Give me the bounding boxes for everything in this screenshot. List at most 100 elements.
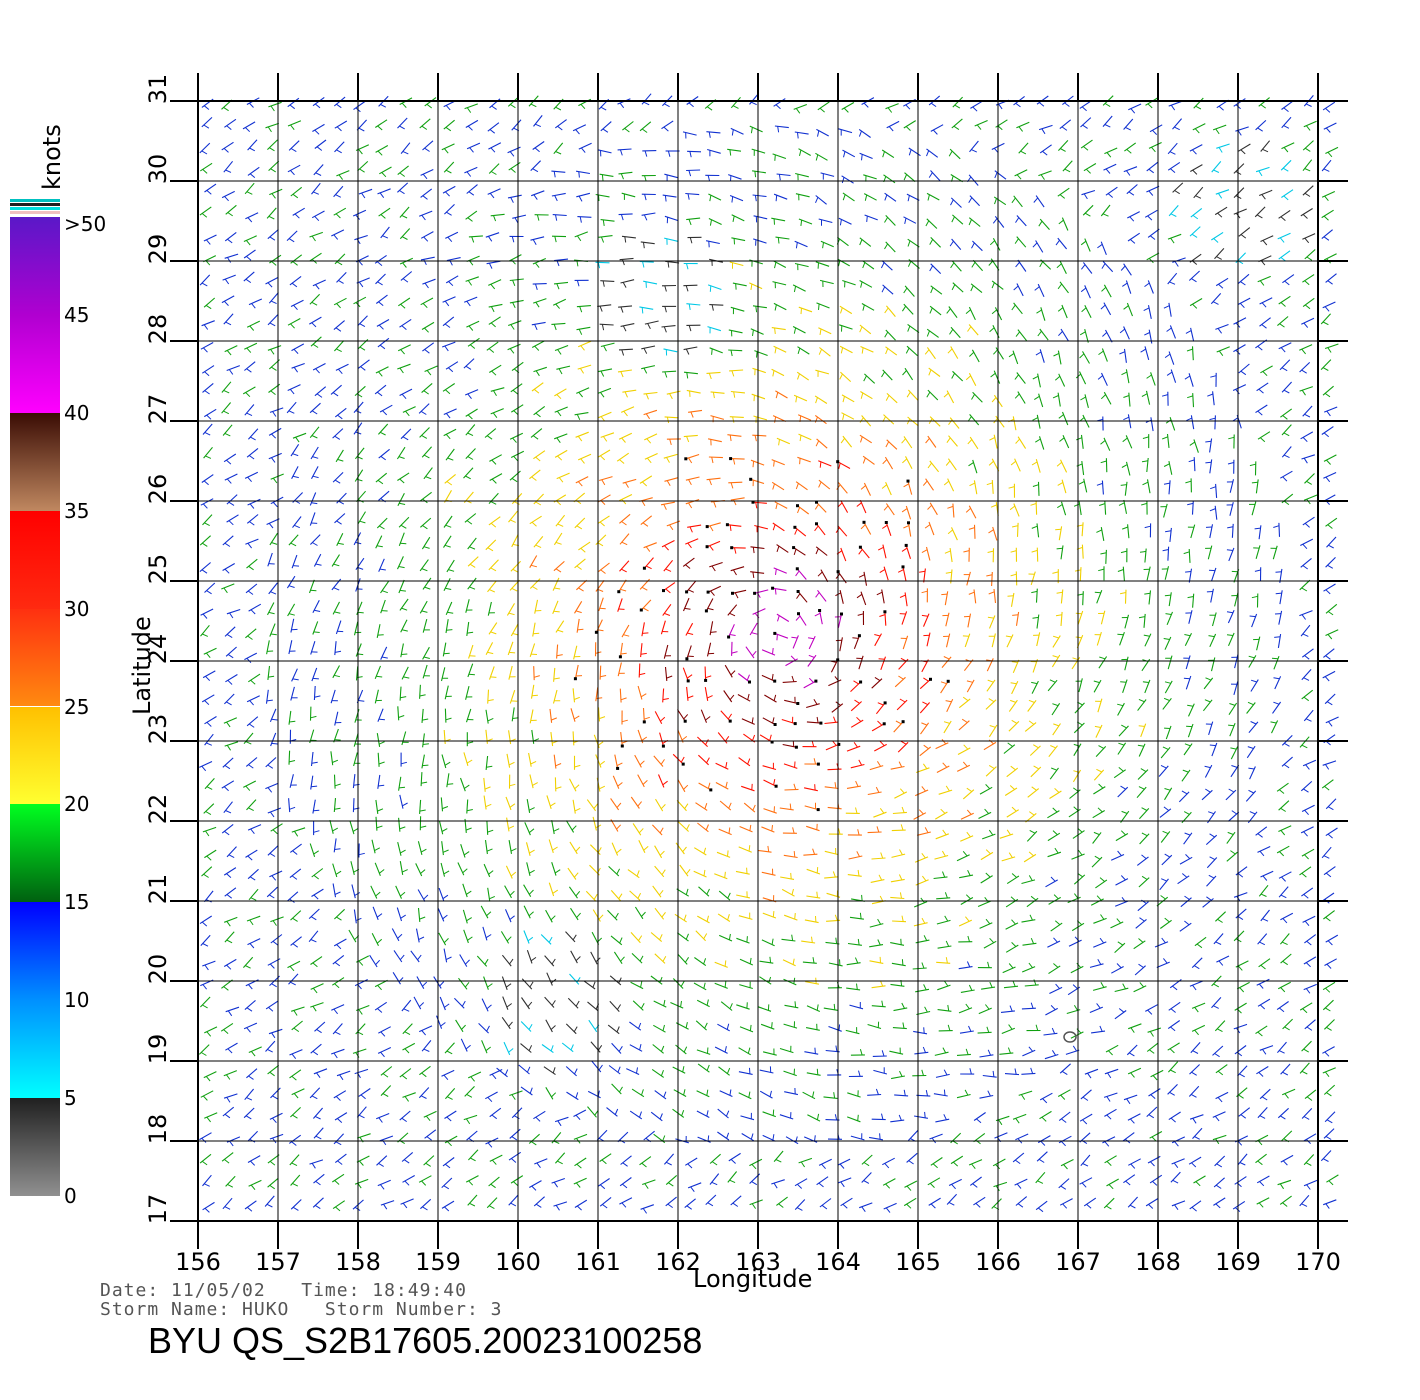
wind-barb-flag bbox=[202, 1004, 208, 1009]
wind-barb-flag bbox=[267, 1048, 273, 1053]
wind-barb-flag bbox=[1218, 960, 1224, 966]
wind-barb-flag bbox=[444, 323, 451, 328]
wind-barb-flag bbox=[618, 1046, 623, 1052]
wind-barb-flag bbox=[510, 519, 516, 523]
wind-barb-flag bbox=[818, 481, 822, 488]
wind-barb-flag bbox=[881, 1000, 884, 1007]
rain-flag-marker bbox=[728, 719, 732, 723]
wind-barb bbox=[375, 535, 383, 549]
wind-barb bbox=[291, 1020, 303, 1031]
rain-flag-marker bbox=[729, 457, 733, 461]
wind-barb-flag bbox=[1138, 616, 1146, 619]
wind-barb-flag bbox=[226, 939, 233, 944]
wind-barb bbox=[938, 789, 953, 795]
wind-barb bbox=[1300, 538, 1314, 546]
wind-barb-flag bbox=[750, 283, 753, 290]
wind-barb-flag bbox=[533, 388, 540, 394]
wind-barb-flag bbox=[1015, 1118, 1020, 1124]
wind-barb bbox=[774, 501, 788, 509]
wind-barb bbox=[952, 370, 964, 382]
wind-barb-flag bbox=[204, 431, 211, 436]
wind-barb bbox=[794, 131, 809, 135]
wind-barb bbox=[776, 544, 789, 553]
wind-barb bbox=[576, 579, 588, 591]
wind-barb-flag bbox=[554, 236, 557, 243]
wind-barb bbox=[438, 820, 444, 835]
wind-barb-flag bbox=[922, 480, 928, 486]
wind-barb bbox=[1248, 721, 1259, 734]
wind-barb bbox=[554, 433, 568, 440]
wind-barb bbox=[1281, 100, 1294, 110]
wind-barb-flag bbox=[1006, 829, 1011, 836]
wind-barb-flag bbox=[225, 1074, 231, 1080]
wind-barb-flag bbox=[292, 943, 298, 948]
wind-barb bbox=[618, 305, 633, 308]
wind-barb bbox=[487, 122, 500, 132]
wind-barb-flag bbox=[376, 675, 383, 678]
wind-barb bbox=[874, 633, 882, 647]
wind-barb-flag bbox=[1304, 809, 1309, 816]
wind-barb-flag bbox=[294, 524, 300, 529]
wind-barb-flag bbox=[1007, 595, 1014, 597]
wind-barb bbox=[818, 479, 831, 490]
wind-barb-flag bbox=[1107, 1072, 1112, 1079]
wind-barb bbox=[352, 774, 356, 789]
wind-barb bbox=[553, 667, 556, 682]
wind-barb bbox=[1105, 1044, 1119, 1053]
wind-barb-flag bbox=[1056, 591, 1063, 594]
wind-barb-flag bbox=[203, 873, 209, 878]
wind-barb-flag bbox=[966, 831, 971, 838]
wind-barb bbox=[245, 538, 259, 545]
wind-barb-flag bbox=[792, 827, 795, 834]
wind-barb-flag bbox=[1029, 811, 1035, 816]
wind-barb bbox=[488, 279, 502, 286]
wind-barb-flag bbox=[1306, 125, 1311, 131]
wind-barb bbox=[705, 598, 714, 612]
wind-barb-flag bbox=[487, 717, 494, 722]
wind-barb bbox=[336, 170, 350, 177]
wind-barb bbox=[1233, 930, 1245, 942]
wind-barb bbox=[221, 402, 232, 414]
wind-barb bbox=[994, 170, 1007, 180]
wind-barb-flag bbox=[579, 306, 583, 313]
wind-barb-flag bbox=[271, 718, 278, 721]
wind-barb bbox=[1260, 365, 1273, 374]
wind-barb bbox=[842, 192, 855, 202]
wind-barb bbox=[1164, 680, 1173, 694]
wind-barb-flag bbox=[639, 1043, 642, 1051]
wind-barb-flag bbox=[1262, 371, 1268, 377]
wind-barb bbox=[1212, 1111, 1226, 1118]
wind-barb bbox=[781, 888, 795, 897]
wind-barb-flag bbox=[532, 168, 539, 173]
wind-barb-flag bbox=[1118, 742, 1125, 746]
wind-barb bbox=[867, 791, 882, 796]
wind-barb-flag bbox=[311, 410, 318, 415]
wind-barb-flag bbox=[1015, 261, 1020, 268]
wind-barb bbox=[202, 826, 217, 833]
wind-barb bbox=[1170, 369, 1177, 383]
wind-barb bbox=[444, 473, 456, 484]
wind-barb bbox=[204, 716, 217, 725]
wind-barb bbox=[572, 688, 576, 703]
wind-barb bbox=[1015, 611, 1020, 626]
wind-barb-flag bbox=[616, 848, 622, 854]
wind-barb bbox=[1058, 526, 1063, 541]
wind-barb bbox=[1045, 879, 1058, 888]
wind-barb bbox=[831, 703, 844, 713]
wind-barb bbox=[785, 658, 798, 667]
wind-barb-flag bbox=[660, 1045, 665, 1052]
wind-barb bbox=[524, 822, 531, 836]
wind-barb bbox=[869, 765, 884, 771]
wind-barb-flag bbox=[985, 849, 991, 855]
wind-barb bbox=[1168, 100, 1182, 107]
wind-barb bbox=[1281, 189, 1294, 198]
wind-barb-flag bbox=[971, 262, 976, 268]
wind-barb-flag bbox=[878, 658, 885, 660]
wind-barb-flag bbox=[375, 959, 381, 965]
wind-barb-flag bbox=[1284, 280, 1290, 286]
wind-barb-flag bbox=[358, 281, 364, 288]
wind-barb bbox=[842, 435, 853, 448]
wind-barb bbox=[958, 1007, 973, 1014]
wind-barb-flag bbox=[1187, 502, 1194, 506]
wind-barb bbox=[224, 626, 236, 637]
